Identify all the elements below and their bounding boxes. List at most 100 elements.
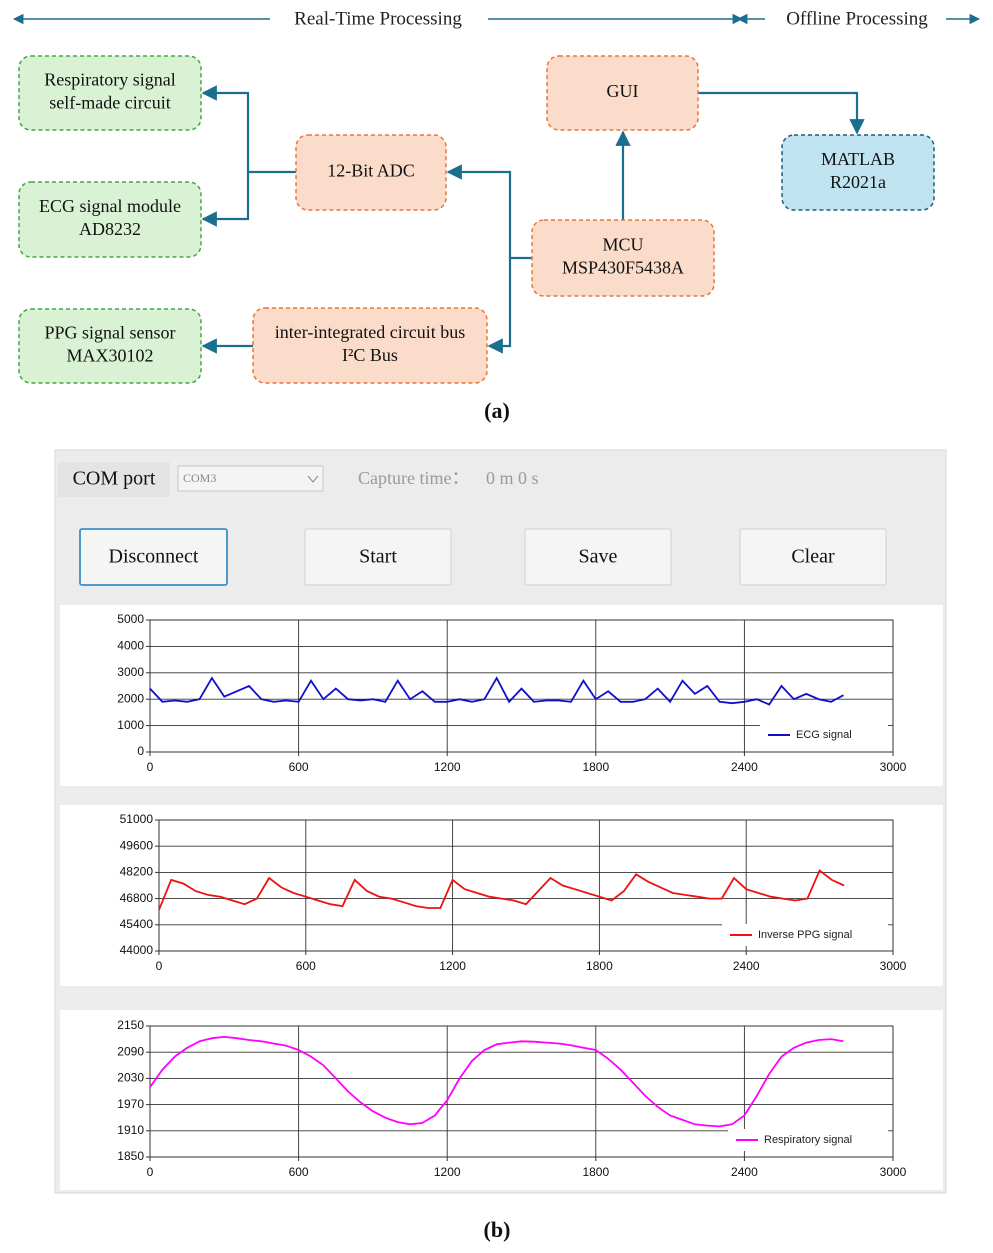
chart-panel: [60, 805, 943, 986]
x-tick-label: 3000: [880, 1165, 907, 1179]
diagram-nodes: Respiratory signal self-made circuit ECG s…: [18, 55, 935, 384]
y-tick-label: 1000: [117, 718, 144, 732]
legend-box: [728, 1129, 888, 1151]
connector: [487, 258, 512, 354]
button[interactable]: [739, 528, 887, 586]
button-label: Save: [579, 546, 618, 568]
x-tick-label: 0: [156, 959, 163, 973]
button-label: Disconnect: [109, 546, 199, 568]
charts: 0 1000 2000 3000 4000 5000 0 600 1200 1800 2400 300…: [117, 612, 906, 1179]
com-label-box: [58, 462, 170, 497]
header-label: Real-Time Processing: [294, 8, 462, 29]
series-line: [149, 1035, 844, 1128]
com-dropdown[interactable]: [177, 465, 324, 492]
y-tick-label: 45400: [120, 917, 154, 931]
x-tick-label: 600: [289, 1165, 309, 1179]
node-label: 12-Bit ADC: [327, 161, 415, 181]
connector: [446, 164, 512, 258]
node-label: Respiratory signal: [44, 70, 175, 90]
x-tick-label: 2400: [733, 959, 760, 973]
node-box: [252, 307, 488, 384]
x-tick-label: 1200: [434, 1165, 461, 1179]
node-label: inter-integrated circuit bus: [275, 322, 466, 342]
node-box: [531, 219, 715, 297]
button[interactable]: [524, 528, 672, 586]
y-tick-label: 2030: [117, 1071, 144, 1085]
legend-label: Inverse PPG signal: [758, 929, 852, 941]
x-tick-label: 2400: [731, 760, 758, 774]
connectors: [201, 85, 865, 354]
chart-panel: [60, 605, 943, 786]
button[interactable]: [304, 528, 452, 586]
y-tick-label: 1910: [117, 1123, 144, 1137]
y-tick-label: 44000: [120, 943, 154, 957]
y-tick-label: 1970: [117, 1097, 144, 1111]
legend-label: ECG signal: [796, 729, 852, 741]
capture-value: 0 m 0 s: [486, 468, 539, 488]
node-label: ECG signal module: [39, 196, 181, 216]
panel-label: (b): [484, 1217, 511, 1242]
series-line: [158, 869, 845, 911]
x-tick-label: 1800: [586, 959, 613, 973]
node-box: [546, 55, 699, 131]
x-tick-label: 1200: [434, 760, 461, 774]
x-tick-label: 1800: [582, 1165, 609, 1179]
panel-label: (a): [484, 398, 510, 423]
com-label: COM port: [73, 468, 156, 490]
node-box: [18, 308, 202, 384]
x-tick-label: 600: [289, 760, 309, 774]
y-tick-label: 2150: [117, 1018, 144, 1032]
button-label: Clear: [791, 546, 835, 568]
plot-frame: [149, 619, 894, 753]
x-tick-label: 1200: [439, 959, 466, 973]
x-tick-label: 3000: [880, 959, 907, 973]
connector: [698, 91, 865, 135]
y-tick-label: 4000: [117, 639, 144, 653]
node-label: MCU: [602, 235, 643, 255]
node-label: R2021a: [830, 172, 886, 192]
y-tick-label: 0: [137, 744, 144, 758]
x-tick-label: 1800: [582, 760, 609, 774]
node-label: PPG signal sensor: [44, 323, 175, 343]
node-box: [18, 55, 202, 131]
plot-frame: [149, 1025, 894, 1158]
capture-label: Capture time：: [358, 468, 469, 488]
legend-box: [722, 924, 888, 946]
node-label: self-made circuit: [49, 93, 170, 113]
y-tick-label: 49600: [120, 838, 154, 852]
y-tick-label: 1850: [117, 1149, 144, 1163]
y-tick-label: 51000: [120, 812, 154, 826]
node-label: GUI: [607, 81, 639, 101]
legend-label: Respiratory signal: [764, 1134, 852, 1146]
connector: [201, 172, 250, 227]
node-label: MAX30102: [66, 346, 153, 366]
series-line: [149, 676, 844, 706]
x-tick-label: 2400: [731, 1165, 758, 1179]
y-tick-label: 5000: [117, 612, 144, 626]
connector: [201, 85, 250, 172]
button-label: Start: [359, 546, 397, 568]
node-box: [295, 134, 447, 211]
chart-panel: [60, 1010, 943, 1190]
node-box: [18, 181, 202, 258]
x-tick-label: 0: [147, 760, 154, 774]
node-box: [781, 134, 935, 211]
com-value: COM3: [183, 471, 216, 485]
node-label: MSP430F5438A: [562, 258, 684, 278]
x-tick-label: 600: [296, 959, 316, 973]
node-label: MATLAB: [821, 149, 895, 169]
buttons: Disconnect Start Save Clear: [79, 528, 887, 586]
y-tick-label: 2000: [117, 691, 144, 705]
y-tick-label: 48200: [120, 865, 154, 879]
y-tick-label: 46800: [120, 891, 154, 905]
x-tick-label: 3000: [880, 760, 907, 774]
node-label: I²C Bus: [342, 345, 398, 365]
legend-box: [760, 724, 888, 746]
header-label: Offline Processing: [786, 8, 928, 29]
dropdown-arrow: [307, 475, 319, 483]
y-tick-label: 2090: [117, 1044, 144, 1058]
button[interactable]: [79, 528, 228, 586]
x-tick-label: 0: [147, 1165, 154, 1179]
plot-frame: [158, 819, 894, 952]
